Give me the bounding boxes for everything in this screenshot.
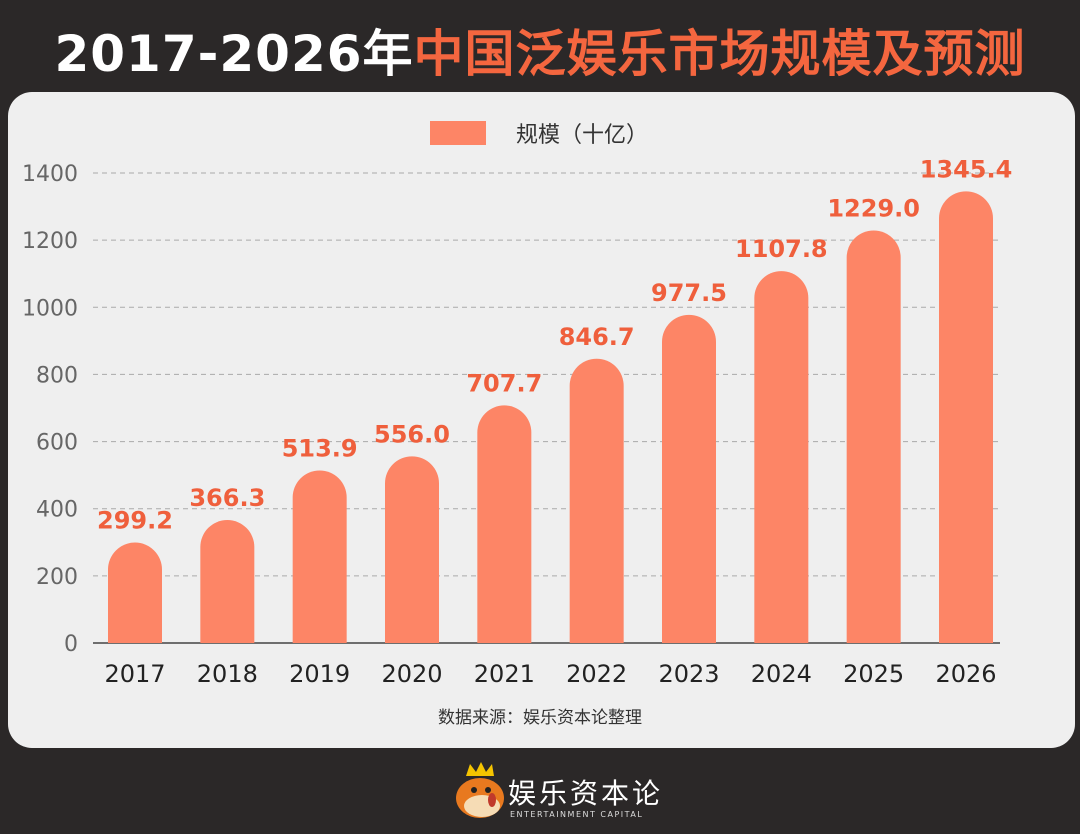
value-label-2019: 513.9 <box>282 434 358 462</box>
x-tick-label: 2026 <box>935 660 996 688</box>
y-tick-label: 600 <box>36 431 78 456</box>
bar-2026 <box>939 191 993 643</box>
value-label-2026: 1345.4 <box>920 155 1013 183</box>
x-tick-label: 2024 <box>751 660 812 688</box>
value-label-2023: 977.5 <box>651 279 727 307</box>
value-label-2025: 1229.0 <box>827 194 920 222</box>
bar-2025 <box>846 230 901 643</box>
y-tick-label: 1000 <box>22 296 78 321</box>
bar-2024 <box>754 271 809 643</box>
value-label-2024: 1107.8 <box>735 235 828 263</box>
bar-2020 <box>385 456 439 643</box>
value-label-2018: 366.3 <box>189 484 265 512</box>
x-tick-label: 2020 <box>381 660 442 688</box>
x-tick-label: 2022 <box>566 660 627 688</box>
legend-swatch <box>430 121 486 145</box>
y-tick-label: 1400 <box>22 162 78 187</box>
y-tick-label: 200 <box>36 565 78 590</box>
bar-2017 <box>108 542 162 643</box>
mascot-logo-icon <box>456 762 504 818</box>
x-tick-label: 2025 <box>843 660 904 688</box>
footer-brand: 娱乐资本论 <box>508 777 664 810</box>
y-tick-label: 400 <box>36 498 78 523</box>
value-label-2017: 299.2 <box>97 507 173 535</box>
bar-2022 <box>569 358 624 643</box>
bar-2018 <box>200 520 255 643</box>
bar-2019 <box>292 470 347 643</box>
value-label-2021: 707.7 <box>466 369 542 397</box>
footer-brand-en: ENTERTAINMENT CAPITAL <box>510 810 644 819</box>
x-tick-label: 2018 <box>197 660 258 688</box>
bar-2021 <box>477 405 532 643</box>
y-tick-label: 1200 <box>22 229 78 254</box>
legend-label: 规模（十亿） <box>516 123 648 148</box>
value-label-2022: 846.7 <box>559 323 635 351</box>
title-years: 2017-2026年 <box>54 25 414 83</box>
x-tick-label: 2023 <box>658 660 719 688</box>
bar-2023 <box>662 314 716 643</box>
x-tick-label: 2021 <box>474 660 535 688</box>
source-note: 数据来源：娱乐资本论整理 <box>438 708 642 728</box>
title-subject: 中国泛娱乐市场规模及预测 <box>413 25 1026 83</box>
page-title: 2017-2026年中国泛娱乐市场规模及预测 <box>0 14 1080 86</box>
x-tick-label: 2017 <box>104 660 165 688</box>
y-tick-label: 800 <box>36 363 78 388</box>
y-tick-label: 0 <box>64 632 78 657</box>
value-label-2020: 556.0 <box>374 420 450 448</box>
x-tick-label: 2019 <box>289 660 350 688</box>
legend: 规模（十亿） <box>430 121 648 148</box>
footer-logo: 娱乐资本论 ENTERTAINMENT CAPITAL <box>448 758 668 828</box>
